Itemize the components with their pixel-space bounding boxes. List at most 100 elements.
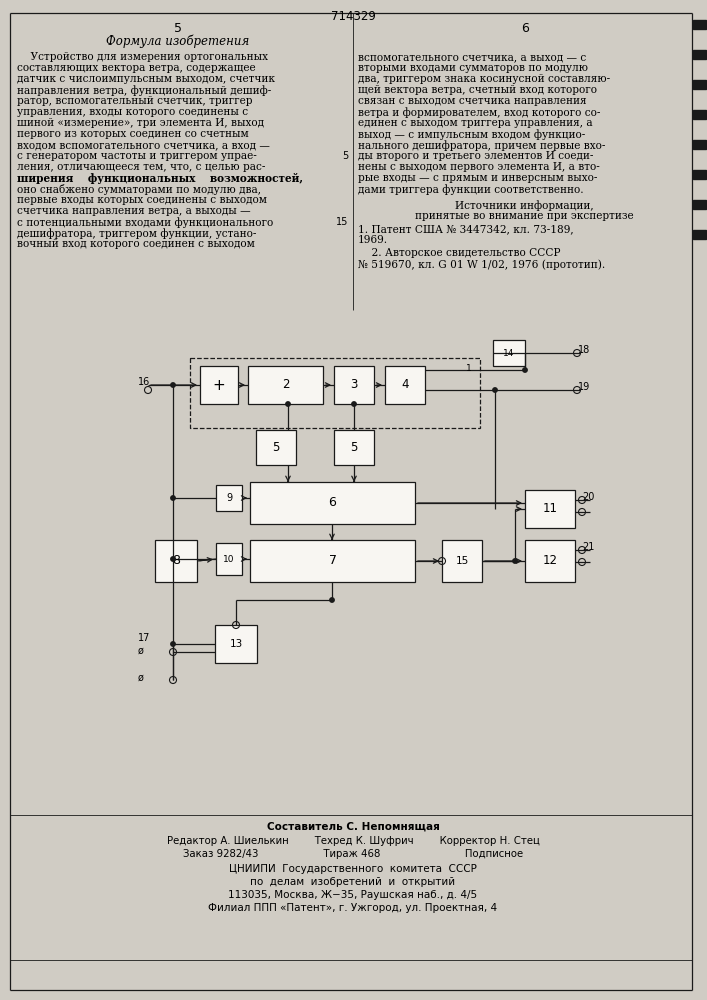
Text: Источники информации,: Источники информации, — [455, 200, 593, 211]
FancyBboxPatch shape — [493, 340, 525, 366]
Text: дами триггера функции соответственно.: дами триггера функции соответственно. — [358, 184, 583, 195]
FancyBboxPatch shape — [334, 430, 374, 465]
Text: +: + — [213, 377, 226, 392]
Text: с генератором частоты и триггером упрае-: с генератором частоты и триггером упрае- — [17, 151, 257, 161]
Text: 10: 10 — [223, 554, 235, 564]
Text: 8: 8 — [172, 554, 180, 568]
Text: щей вектора ветра, счетный вход которого: щей вектора ветра, счетный вход которого — [358, 85, 597, 95]
Circle shape — [493, 388, 497, 392]
Text: № 519670, кл. G 01 W 1/02, 1976 (прототип).: № 519670, кл. G 01 W 1/02, 1976 (прототи… — [358, 259, 605, 270]
Text: датчик с числоимпульсным выходом, счетчик: датчик с числоимпульсным выходом, счетчи… — [17, 74, 275, 84]
Text: нены с выходом первого элемента И, а вто-: нены с выходом первого элемента И, а вто… — [358, 162, 600, 172]
Text: входом вспомогательного счетчика, а вход —: входом вспомогательного счетчика, а вход… — [17, 140, 270, 150]
Bar — [693, 140, 706, 149]
Text: ширения    функциональных    возможностей,: ширения функциональных возможностей, — [17, 173, 303, 184]
Text: 18: 18 — [578, 345, 590, 355]
Text: 7: 7 — [329, 554, 337, 568]
Bar — [693, 110, 706, 119]
FancyBboxPatch shape — [215, 625, 257, 663]
Circle shape — [171, 642, 175, 646]
Text: Устройство для измерения ортогональных: Устройство для измерения ортогональных — [17, 52, 268, 62]
Text: 4: 4 — [402, 378, 409, 391]
FancyBboxPatch shape — [250, 540, 415, 582]
Text: 5: 5 — [341, 151, 348, 161]
Text: ЦНИИПИ  Государственного  комитета  СССР: ЦНИИПИ Государственного комитета СССР — [229, 864, 477, 874]
Text: 2. Авторское свидетельство СССР: 2. Авторское свидетельство СССР — [358, 248, 561, 258]
Text: ø: ø — [138, 646, 144, 656]
Text: 5: 5 — [350, 441, 358, 454]
Text: составляющих вектора ветра, содержащее: составляющих вектора ветра, содержащее — [17, 63, 256, 73]
Circle shape — [171, 557, 175, 561]
Text: 714329: 714329 — [331, 10, 375, 23]
Bar — [693, 230, 706, 239]
Text: 9: 9 — [226, 493, 232, 503]
Bar — [693, 20, 706, 29]
Text: Заказ 9282/43                    Тираж 468                          Подписное: Заказ 9282/43 Тираж 468 Подписное — [183, 849, 523, 859]
FancyBboxPatch shape — [525, 490, 575, 528]
Bar — [693, 50, 706, 59]
Text: 15: 15 — [336, 217, 348, 227]
Text: 16: 16 — [138, 377, 151, 387]
Text: нального дешифратора, причем первые вхо-: нального дешифратора, причем первые вхо- — [358, 140, 605, 151]
Bar — [693, 170, 706, 179]
FancyBboxPatch shape — [216, 543, 242, 575]
Text: дешифратора, триггером функции, устано-: дешифратора, триггером функции, устано- — [17, 228, 257, 239]
FancyBboxPatch shape — [442, 540, 482, 582]
FancyBboxPatch shape — [216, 485, 242, 511]
Text: с потенциальными входами функционального: с потенциальными входами функционального — [17, 217, 273, 228]
Text: 2: 2 — [282, 378, 289, 391]
FancyBboxPatch shape — [248, 366, 323, 404]
Text: 5: 5 — [174, 22, 182, 35]
Circle shape — [329, 598, 334, 602]
Text: 19: 19 — [578, 382, 590, 392]
FancyBboxPatch shape — [256, 430, 296, 465]
Text: Составитель С. Непомнящая: Составитель С. Непомнящая — [267, 822, 440, 832]
Text: 17: 17 — [138, 633, 151, 643]
Text: 11: 11 — [542, 502, 558, 516]
Circle shape — [352, 402, 356, 406]
FancyBboxPatch shape — [250, 482, 415, 524]
Text: 113035, Москва, Ж−35, Раушская наб., д. 4/5: 113035, Москва, Ж−35, Раушская наб., д. … — [228, 890, 477, 900]
Text: ветра и формирователем, вход которого со-: ветра и формирователем, вход которого со… — [358, 107, 600, 118]
Text: единен с выходом триггера управления, а: единен с выходом триггера управления, а — [358, 118, 592, 128]
Text: 15: 15 — [455, 556, 469, 566]
Text: управления, входы которого соединены с: управления, входы которого соединены с — [17, 107, 248, 117]
Text: направления ветра, функциональный дешиф-: направления ветра, функциональный дешиф- — [17, 85, 271, 96]
Text: Филиал ППП «Патент», г. Ужгород, ул. Проектная, 4: Филиал ППП «Патент», г. Ужгород, ул. Про… — [209, 903, 498, 913]
Circle shape — [286, 402, 290, 406]
FancyBboxPatch shape — [200, 366, 238, 404]
Text: 21: 21 — [582, 542, 595, 552]
Text: принятые во внимание при экспертизе: принятые во внимание при экспертизе — [415, 211, 633, 221]
Text: ления, отличающееся тем, что, с целью рас-: ления, отличающееся тем, что, с целью ра… — [17, 162, 265, 172]
Text: 6: 6 — [329, 496, 337, 510]
Text: 20: 20 — [582, 492, 595, 502]
Text: по  делам  изобретений  и  открытий: по делам изобретений и открытий — [250, 877, 455, 887]
Circle shape — [522, 368, 527, 372]
Text: шиной «измерение», три элемента И, выход: шиной «измерение», три элемента И, выход — [17, 118, 264, 128]
Text: рые входы — с прямым и инверсным выхо-: рые входы — с прямым и инверсным выхо- — [358, 173, 597, 183]
Text: 1: 1 — [466, 364, 472, 373]
Text: оно снабжено сумматорами по модулю два,: оно снабжено сумматорами по модулю два, — [17, 184, 261, 195]
Text: 6: 6 — [521, 22, 529, 35]
Text: Редактор А. Шиелькин        Техред К. Шуфрич        Корректор Н. Стец: Редактор А. Шиелькин Техред К. Шуфрич Ко… — [167, 836, 539, 846]
Text: два, триггером знака косинусной составляю-: два, триггером знака косинусной составля… — [358, 74, 610, 84]
Text: первого из которых соединен со счетным: первого из которых соединен со счетным — [17, 129, 249, 139]
Text: 1969.: 1969. — [358, 235, 388, 245]
Text: вторыми входами сумматоров по модулю: вторыми входами сумматоров по модулю — [358, 63, 588, 73]
Text: первые входы которых соединены с выходом: первые входы которых соединены с выходом — [17, 195, 267, 205]
Text: ратор, вспомогательный счетчик, триггер: ратор, вспомогательный счетчик, триггер — [17, 96, 252, 106]
Text: 14: 14 — [503, 349, 515, 358]
Bar — [693, 200, 706, 209]
Text: счетчика направления ветра, а выходы —: счетчика направления ветра, а выходы — — [17, 206, 250, 216]
Text: ды второго и третьего элементов И соеди-: ды второго и третьего элементов И соеди- — [358, 151, 593, 161]
Text: 12: 12 — [542, 554, 558, 568]
Text: Формула изобретения: Формула изобретения — [106, 35, 250, 48]
Circle shape — [513, 559, 518, 563]
Text: 13: 13 — [229, 639, 243, 649]
FancyBboxPatch shape — [334, 366, 374, 404]
Text: ø: ø — [138, 673, 144, 683]
Text: вочный вход которого соединен с выходом: вочный вход которого соединен с выходом — [17, 239, 255, 249]
Text: 1. Патент США № 3447342, кл. 73-189,: 1. Патент США № 3447342, кл. 73-189, — [358, 224, 573, 234]
Text: выход — с импульсным входом функцио-: выход — с импульсным входом функцио- — [358, 129, 585, 140]
FancyBboxPatch shape — [385, 366, 425, 404]
